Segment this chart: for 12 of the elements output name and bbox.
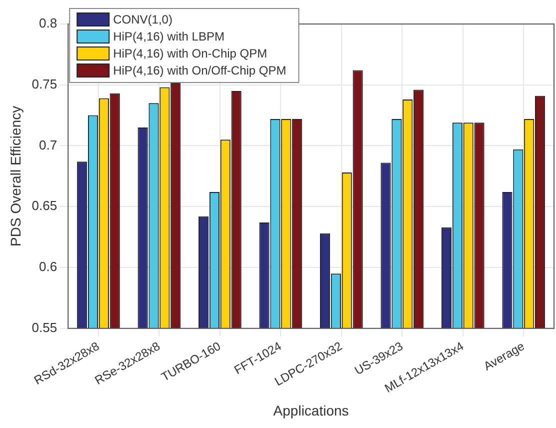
y-tick-label: 0.55 <box>32 320 58 335</box>
legend-label: HiP(4,16) with On/Off-Chip QPM <box>113 63 286 78</box>
y-axis-title: PDS Overall Efficiency <box>7 106 24 246</box>
legend-label: HiP(4,16) with On-Chip QPM <box>113 46 268 60</box>
y-tick-label: 0.7 <box>39 137 58 152</box>
legend-label: CONV(1,0) <box>113 12 172 26</box>
x-axis-title: Applications <box>273 402 349 418</box>
legend-label: HiP(4,16) with LBPM <box>113 29 224 44</box>
y-tick-label: 0.6 <box>39 259 58 274</box>
y-tick-label: 0.75 <box>32 76 58 92</box>
y-tick-label: 0.65 <box>32 198 58 214</box>
y-tick-label: 0.8 <box>39 16 58 31</box>
